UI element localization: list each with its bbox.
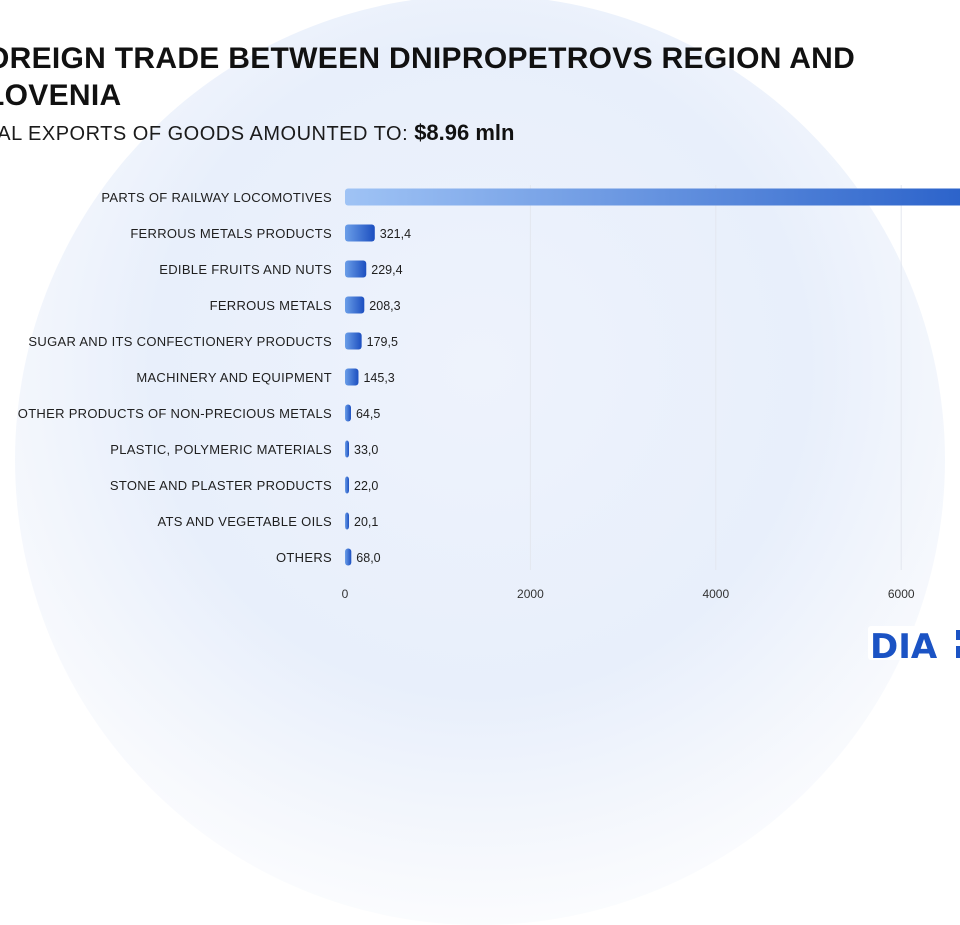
x-tick-label: 0 <box>342 587 349 601</box>
category-label: FERROUS METALS <box>210 298 332 313</box>
value-label: 229,4 <box>371 263 402 277</box>
category-label: EDIBLE FRUITS AND NUTS <box>159 262 332 277</box>
x-tick-label: 6000 <box>888 587 915 601</box>
bar <box>345 476 349 494</box>
value-label: 22,0 <box>354 479 378 493</box>
value-label: 68,0 <box>356 551 380 565</box>
category-label: PARTS OF RAILWAY LOCOMOTIVES <box>101 190 332 205</box>
bar-chart: PARTS OF RAILWAY LOCOMOTIVES FERROUS META… <box>18 185 960 601</box>
page-title: OREIGN TRADE BETWEEN DNIPROPETROVS REGIO… <box>0 42 856 112</box>
bar <box>345 512 349 530</box>
category-label: FERROUS METALS PRODUCTS <box>130 226 332 241</box>
category-label: MACHINERY AND EQUIPMENT <box>136 370 332 385</box>
bars-layer <box>345 188 960 566</box>
x-axis-ticks: 0 2000 4000 6000 <box>342 587 915 601</box>
category-label: ATS AND VEGETABLE OILS <box>158 514 332 529</box>
category-label: PLASTIC, POLYMERIC MATERIALS <box>110 442 332 457</box>
bar <box>345 548 352 566</box>
bar <box>345 404 351 422</box>
bar <box>345 368 359 386</box>
value-label: 145,3 <box>363 371 394 385</box>
category-label: OTHER PRODUCTS OF NON-PRECIOUS METALS <box>18 406 332 421</box>
value-label: 208,3 <box>369 299 400 313</box>
bar <box>345 188 960 206</box>
category-label: STONE AND PLASTER PRODUCTS <box>110 478 332 493</box>
labels-layer: PARTS OF RAILWAY LOCOMOTIVES FERROUS META… <box>18 190 411 565</box>
total-amount: $8.96 mln <box>414 120 515 145</box>
bar <box>345 332 362 350</box>
value-label: 321,4 <box>380 227 411 241</box>
category-label: OTHERS <box>276 550 332 565</box>
logo-text: DIA <box>870 627 938 664</box>
grid-layer <box>529 185 902 570</box>
x-tick-label: 4000 <box>702 587 729 601</box>
value-label: 179,5 <box>367 335 398 349</box>
x-tick-label: 2000 <box>517 587 544 601</box>
bar <box>345 440 349 458</box>
value-label: 20,1 <box>354 515 378 529</box>
value-label: 64,5 <box>356 407 380 421</box>
logo-fragment <box>956 630 960 640</box>
bar <box>345 296 365 314</box>
bar <box>345 260 367 278</box>
dia-logo: DIA <box>868 626 960 664</box>
subtitle: TAL EXPORTS OF GOODS AMOUNTED TO: $8.96 … <box>0 120 514 146</box>
value-label: 33,0 <box>354 443 378 457</box>
bar <box>345 224 375 242</box>
subtitle-prefix: TAL EXPORTS OF GOODS AMOUNTED TO: <box>0 123 409 145</box>
logo-fragment <box>956 646 960 658</box>
category-label: SUGAR AND ITS CONFECTIONERY PRODUCTS <box>28 334 332 349</box>
